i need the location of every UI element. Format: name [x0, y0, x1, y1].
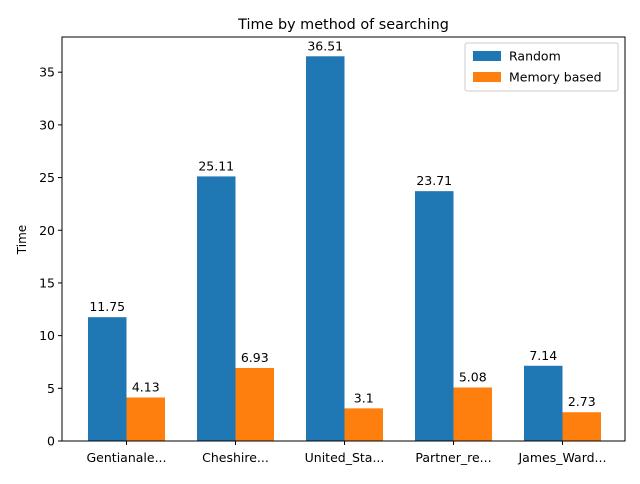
data-label-random-0: 11.75	[89, 299, 125, 314]
y-tick-label-4: 20	[39, 223, 55, 238]
bar-memory-based-2	[344, 408, 383, 441]
bar-random-2	[306, 56, 345, 441]
data-label-random-3: 23.71	[416, 173, 452, 188]
y-tick-label-6: 30	[39, 117, 55, 132]
y-tick-label-2: 10	[39, 328, 55, 343]
legend-swatch-memory-based	[473, 72, 501, 82]
bar-random-1	[197, 176, 236, 441]
y-tick-label-3: 15	[39, 275, 55, 290]
data-label-random-1: 25.11	[198, 158, 234, 173]
x-tick-label-4: James_Ward...	[518, 450, 607, 465]
bar-random-4	[524, 365, 563, 441]
x-tick-label-1: Cheshire...	[202, 450, 269, 465]
axes-frame	[61, 36, 626, 442]
y-tick-label-0: 0	[47, 434, 55, 449]
data-label-random-4: 7.14	[529, 348, 557, 363]
y-tick-label-7: 35	[39, 65, 55, 80]
plot-area: 11.75 25.11 36.51 23.71 7.14 4.13 6.93 3.1 5.08 2…	[39, 36, 626, 465]
bar-random-3	[415, 191, 454, 441]
y-tick-label-5: 25	[39, 170, 55, 185]
x-tick-label-0: Gentianale...	[87, 450, 167, 465]
y-axis-label: Time	[15, 225, 29, 255]
legend: Random Memory based	[464, 42, 619, 92]
bar-memory-based-3	[453, 387, 492, 441]
bar-memory-based-1	[235, 367, 274, 441]
legend-label-memory-based: Memory based	[509, 70, 602, 85]
data-label-memory-based-1: 6.93	[241, 350, 269, 365]
data-label-memory-based-3: 5.08	[459, 369, 487, 384]
bar-memory-based-0	[126, 397, 165, 441]
legend-swatch-random	[473, 51, 501, 61]
data-label-random-2: 36.51	[307, 38, 343, 53]
legend-box	[464, 42, 619, 92]
x-tick-label-2: United_Sta...	[305, 450, 385, 465]
bar-random-0	[88, 317, 127, 441]
bar-memory-based-4	[562, 412, 601, 441]
data-label-memory-based-4: 2.73	[568, 394, 596, 409]
x-tick-label-3: Partner_re...	[415, 450, 491, 465]
data-label-memory-based-2: 3.1	[354, 390, 374, 405]
chart-title: Time by method of searching	[237, 17, 449, 33]
y-tick-label-1: 5	[47, 381, 55, 396]
data-label-memory-based-0: 4.13	[132, 379, 160, 394]
legend-label-random: Random	[509, 49, 561, 64]
